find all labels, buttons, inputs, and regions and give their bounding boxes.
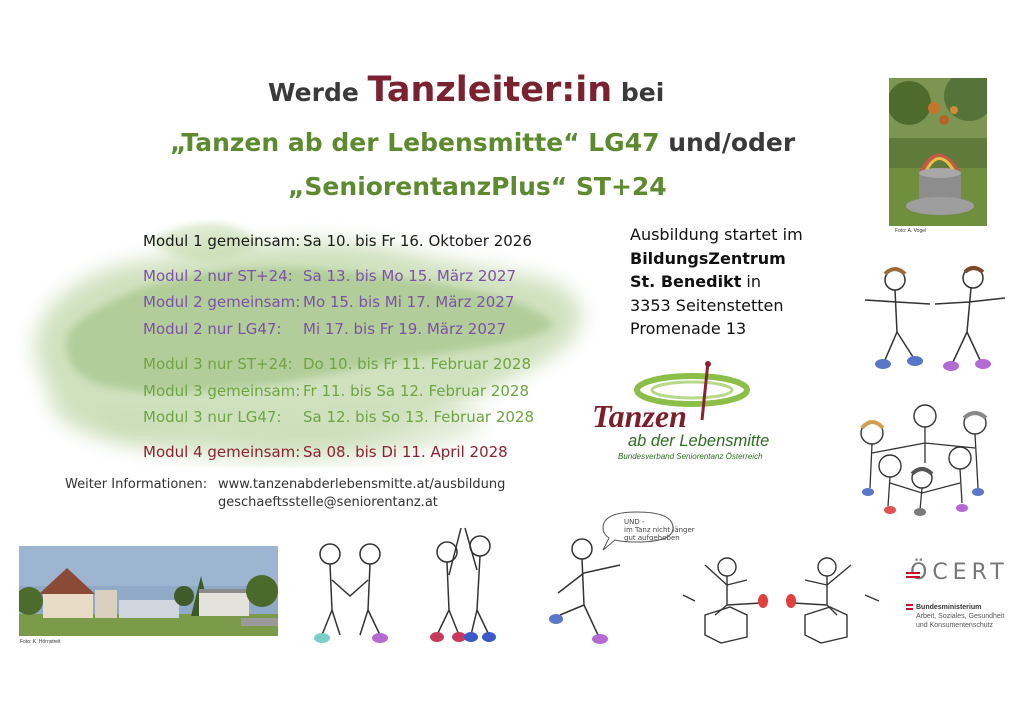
heading-tanzleiter: Tanzleiter:in xyxy=(367,70,613,110)
info-label: Weiter Informationen: xyxy=(65,477,208,492)
heading-line-1: Werde Tanzleiter:in bei xyxy=(268,70,664,110)
heading-prefix: Werde xyxy=(268,78,368,107)
dancers-with-boxes-illustration xyxy=(682,557,880,644)
heading-suffix: bei xyxy=(612,78,665,107)
module-dates: Mi 17. bis Fr 19. März 2027 xyxy=(303,320,506,338)
single-dancer-illustration xyxy=(549,538,621,644)
address-in: in xyxy=(741,272,762,291)
fountain-photo-credit: Foto: A. Vogel xyxy=(895,228,927,234)
address-street: Promenade 13 xyxy=(630,319,747,338)
address-city: 3353 Seitenstetten xyxy=(630,295,784,315)
dancing-couple-illustration xyxy=(864,266,1006,371)
address-intro: Ausbildung startet im xyxy=(630,225,803,244)
building-photo-credit: Foto: K. Hörnstreit xyxy=(20,639,61,645)
ministry-logo: Bundesministerium Arbeit, Soziales, Gesu… xyxy=(916,604,1005,629)
oecert-logo: ÖCERT xyxy=(910,560,1009,585)
module-dates: Sa 12. bis So 13. Februar 2028 xyxy=(303,408,534,426)
fountain-photo xyxy=(889,78,987,226)
couple-handshake-illustration xyxy=(314,543,388,643)
speech-bubble xyxy=(602,511,674,551)
module-label: Modul 2 nur LG47: xyxy=(143,320,282,338)
address-venue-name: St. Benedikt xyxy=(630,272,742,291)
module-label: Modul 4 gemeinsam: xyxy=(143,443,301,461)
austria-flag-icon xyxy=(906,604,913,610)
module-label: Modul 3 nur LG47: xyxy=(143,408,282,426)
watercolor-wash xyxy=(35,223,581,462)
module-dates: Sa 13. bis Mo 15. März 2027 xyxy=(303,267,517,285)
module-label: Modul 2 nur ST+24: xyxy=(143,267,293,285)
module-dates: Sa 08. bis Di 11. April 2028 xyxy=(303,443,508,461)
module-dates: Sa 10. bis Fr 16. Oktober 2026 xyxy=(303,232,532,250)
venue-address: Ausbildung startet im BildungsZentrum St… xyxy=(630,223,803,341)
module-label: Modul 1 gemeinsam: xyxy=(143,232,301,250)
info-url-link[interactable]: www.tanzenabderlebensmitte.at/ausbildung xyxy=(218,477,506,492)
module-dates: Fr 11. bis Sa 12. Februar 2028 xyxy=(303,382,530,400)
oecert-flag-icon xyxy=(906,572,920,578)
circle-dance-illustration xyxy=(860,404,988,516)
logo-subtitle: ab der Lebensmitte xyxy=(628,432,770,450)
heading-line-2: „Tanzen ab der Lebensmitte“ LG47 und/ode… xyxy=(170,128,795,157)
heading-line-3: „SeniorentanzPlus“ ST+24 xyxy=(288,172,667,201)
module-label: Modul 3 nur ST+24: xyxy=(143,355,293,373)
module-label: Modul 3 gemeinsam: xyxy=(143,382,301,400)
heading-program-lg47: „Tanzen ab der Lebensmitte“ LG47 xyxy=(170,128,660,157)
module-dates: Do 10. bis Fr 11. Februar 2028 xyxy=(303,355,532,373)
speech-bubble-text: UND - im Tanz nicht länger gut aufgehobe… xyxy=(624,518,695,542)
info-email-link[interactable]: geschaeftsstelle@seniorentanz.at xyxy=(218,495,438,510)
module-label: Modul 2 gemeinsam: xyxy=(143,293,301,311)
building-photo xyxy=(19,546,278,636)
heading-und-oder: und/oder xyxy=(659,128,796,157)
module-dates: Mo 15. bis Mi 17. März 2027 xyxy=(303,293,515,311)
address-venue: BildungsZentrum xyxy=(630,248,786,268)
couple-highfive-illustration xyxy=(430,527,496,642)
logo-word: Tanzen xyxy=(592,398,687,434)
logo-organisation: Bundesverband Seniorentanz Österreich xyxy=(618,452,763,461)
logo-swoosh-icon xyxy=(634,361,750,421)
